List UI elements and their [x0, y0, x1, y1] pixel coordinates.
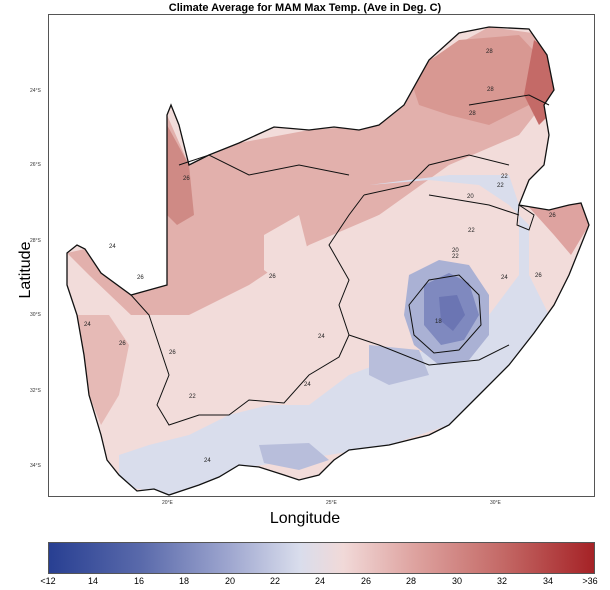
- map-panel: 28 28 28 26 26 26 26 26 26 24 24 24 24 2…: [48, 14, 595, 497]
- y-axis-label: Latitude: [17, 241, 34, 299]
- province-border: [428, 194, 520, 216]
- contour-labels: 28 28 28 26 26 26 26 26 26 24 24 24 24 2…: [84, 49, 556, 464]
- y-tick: 30°S: [30, 312, 41, 318]
- x-tick: 25°E: [326, 500, 337, 506]
- svg-text:28: 28: [469, 111, 476, 117]
- colorbar-label: 32: [496, 576, 508, 586]
- y-tick: 24°S: [30, 88, 41, 94]
- province-border: [348, 334, 510, 366]
- colorbar-label: 22: [269, 576, 281, 586]
- colorbar-label: <12: [40, 576, 56, 586]
- y-tick: 32°S: [30, 388, 41, 394]
- svg-text:26: 26: [549, 213, 556, 219]
- y-tick: 26°S: [30, 162, 41, 168]
- eswatini-border: [516, 204, 535, 231]
- svg-text:26: 26: [535, 273, 542, 279]
- svg-text:22: 22: [497, 183, 504, 189]
- province-border: [178, 154, 350, 176]
- svg-text:22: 22: [501, 174, 508, 180]
- colorbar-label: 34: [542, 576, 554, 586]
- colorbar-label: 30: [451, 576, 463, 586]
- map-title: Climate Average for MAM Max Temp. (Ave i…: [168, 2, 442, 14]
- svg-text:22: 22: [468, 228, 475, 234]
- svg-text:28: 28: [486, 49, 493, 55]
- province-border: [130, 194, 365, 426]
- svg-text:24: 24: [109, 244, 116, 250]
- svg-text:26: 26: [269, 274, 276, 280]
- svg-text:24: 24: [501, 275, 508, 281]
- colorbar-label: >36: [582, 576, 598, 586]
- lesotho-border: [408, 274, 482, 354]
- svg-text:26: 26: [183, 176, 190, 182]
- svg-text:20: 20: [467, 194, 474, 200]
- colorbar: [48, 542, 595, 574]
- y-tick: 28°S: [30, 238, 41, 244]
- svg-text:24: 24: [318, 334, 325, 340]
- colorbar-label: 28: [405, 576, 417, 586]
- province-border: [363, 154, 510, 196]
- x-tick: 20°E: [162, 500, 173, 506]
- svg-text:26: 26: [119, 341, 126, 347]
- svg-text:24: 24: [84, 322, 91, 328]
- svg-text:24: 24: [204, 458, 211, 464]
- colorbar-label: 24: [314, 576, 326, 586]
- svg-text:24: 24: [304, 382, 311, 388]
- y-tick: 34°S: [30, 463, 41, 469]
- temperature-map: 28 28 28 26 26 26 26 26 26 24 24 24 24 2…: [66, 26, 590, 496]
- colorbar-label: 20: [224, 576, 236, 586]
- svg-text:22: 22: [452, 254, 459, 260]
- svg-text:28: 28: [487, 87, 494, 93]
- x-axis-label: Longitude: [269, 510, 341, 527]
- colorbar-label: 26: [360, 576, 372, 586]
- svg-text:26: 26: [137, 275, 144, 281]
- svg-text:20: 20: [452, 248, 459, 254]
- svg-text:22: 22: [189, 394, 196, 400]
- colorbar-label: 18: [178, 576, 190, 586]
- svg-text:26: 26: [169, 350, 176, 356]
- x-tick: 30°E: [490, 500, 501, 506]
- colorbar-label: 16: [133, 576, 145, 586]
- svg-text:18: 18: [435, 319, 442, 325]
- province-border: [468, 94, 550, 106]
- colorbar-label: 14: [87, 576, 99, 586]
